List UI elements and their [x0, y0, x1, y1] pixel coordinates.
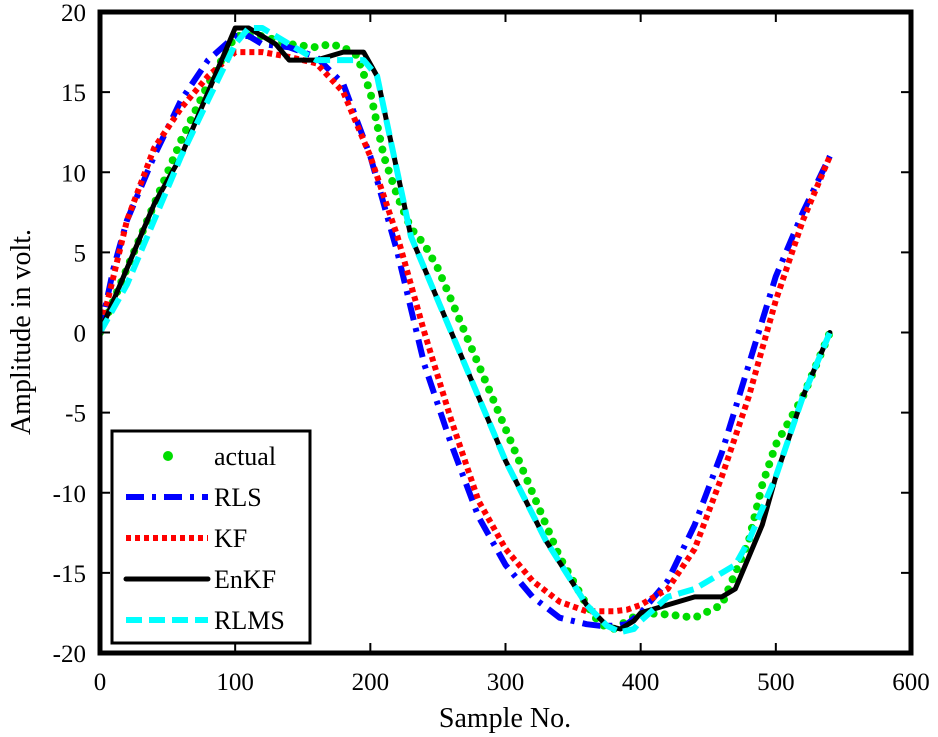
x-axis-label: Sample No.	[439, 703, 571, 734]
x-tick-label-0: 0	[94, 669, 107, 696]
y-tick-label-7: 15	[61, 80, 86, 107]
y-tick-label-0: -20	[53, 641, 86, 668]
y-tick-label-6: 10	[61, 160, 86, 187]
x-tick-label-6: 600	[892, 669, 930, 696]
y-axis-label: Amplitude in volt.	[6, 229, 37, 435]
legend-label-enkf: EnKF	[214, 565, 276, 594]
plot-frame	[97, 9, 914, 656]
y-tick-label-8: 20	[61, 0, 86, 27]
x-tick-label-3: 300	[487, 669, 525, 696]
legend-marker-actual	[163, 451, 173, 461]
series-layer	[100, 25, 834, 636]
series-kf-line	[100, 49, 833, 615]
y-tick-label-5: 5	[74, 240, 87, 267]
legend-label-kf: KF	[214, 524, 247, 553]
legend: actual RLS KF EnKF RLMS	[110, 429, 312, 645]
y-tick-label-3: -5	[65, 401, 86, 428]
x-tick-label-1: 100	[216, 669, 254, 696]
x-tick-label-2: 200	[352, 669, 390, 696]
y-tick-label-4: 0	[74, 321, 87, 348]
x-tick-label-4: 400	[622, 669, 660, 696]
legend-label-rlms: RLMS	[214, 606, 285, 635]
legend-label-actual: actual	[214, 442, 276, 471]
series-rlms-line	[100, 25, 833, 636]
series-rls-line	[100, 33, 833, 629]
legend-box	[110, 429, 312, 645]
y-tick-label-1: -15	[53, 561, 86, 588]
y-tick-label-2: -10	[53, 481, 86, 508]
legend-label-rls: RLS	[214, 483, 262, 512]
x-tick-label-5: 500	[757, 669, 795, 696]
